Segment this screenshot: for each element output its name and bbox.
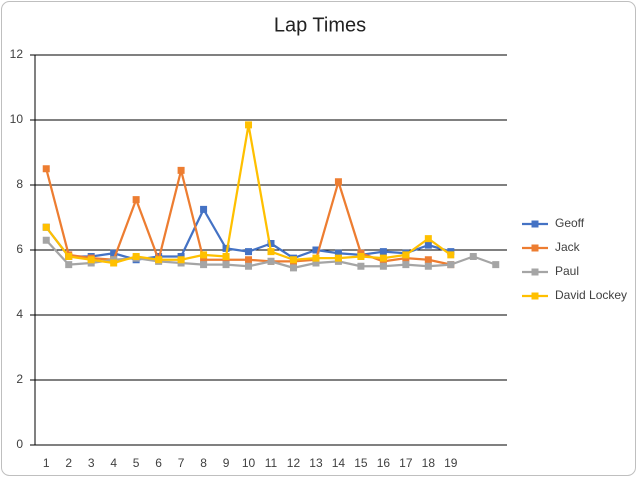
x-tick-label: 18 xyxy=(422,456,436,470)
data-point xyxy=(65,261,73,269)
data-point xyxy=(200,251,208,259)
x-tick-label: 8 xyxy=(200,456,207,470)
data-point xyxy=(379,248,387,256)
x-tick-label: 3 xyxy=(88,456,95,470)
x-tick-label: 11 xyxy=(265,456,278,470)
data-point xyxy=(357,262,365,270)
x-tick-label: 14 xyxy=(332,456,346,470)
data-point xyxy=(177,256,185,264)
data-point xyxy=(447,251,455,259)
y-tick-label: 6 xyxy=(16,242,23,256)
data-point xyxy=(132,196,140,204)
y-tick-label: 12 xyxy=(10,47,24,61)
data-point xyxy=(312,246,320,254)
data-point xyxy=(267,240,275,247)
chart-title: Lap Times xyxy=(274,14,366,36)
data-point xyxy=(200,261,208,269)
data-point xyxy=(469,253,477,260)
legend-marker xyxy=(531,292,539,300)
x-tick-label: 15 xyxy=(354,456,368,470)
data-point xyxy=(357,253,365,260)
data-point xyxy=(177,166,185,174)
data-point xyxy=(245,248,253,256)
data-point xyxy=(424,256,432,264)
x-tick-label: 5 xyxy=(133,456,140,470)
data-point xyxy=(245,262,253,270)
y-tick-label: 4 xyxy=(16,307,23,321)
x-tick-label: 2 xyxy=(65,456,72,470)
legend-label: Paul xyxy=(555,264,579,278)
data-point xyxy=(402,251,410,259)
data-point xyxy=(267,248,275,256)
data-point xyxy=(492,261,500,269)
data-point xyxy=(110,259,118,267)
y-tick-label: 0 xyxy=(16,437,23,451)
x-tick-label: 7 xyxy=(178,456,185,470)
data-point xyxy=(42,223,50,231)
data-point xyxy=(222,244,230,252)
data-point xyxy=(424,262,432,270)
data-point xyxy=(245,256,253,264)
x-tick-label: 10 xyxy=(242,456,256,470)
data-point xyxy=(222,261,230,269)
x-tick-label: 17 xyxy=(399,456,413,470)
data-point xyxy=(312,254,320,262)
data-point xyxy=(132,253,140,260)
legend-label: Geoff xyxy=(555,216,585,230)
x-tick-label: 13 xyxy=(309,456,323,470)
legend-marker xyxy=(531,268,539,276)
y-tick-label: 8 xyxy=(16,177,23,191)
data-point xyxy=(334,249,342,257)
x-tick-label: 1 xyxy=(43,456,50,470)
data-point xyxy=(65,253,73,260)
legend-label: Jack xyxy=(555,240,581,254)
data-point xyxy=(42,236,50,244)
data-point xyxy=(42,165,50,173)
data-point xyxy=(289,256,297,264)
y-tick-label: 2 xyxy=(16,372,23,386)
x-tick-label: 16 xyxy=(377,456,391,470)
legend-marker xyxy=(531,244,539,252)
data-point xyxy=(379,262,387,270)
data-point xyxy=(200,205,208,213)
data-point xyxy=(110,249,118,257)
x-tick-label: 9 xyxy=(223,456,230,470)
data-point xyxy=(87,256,95,264)
legend-marker xyxy=(531,220,539,228)
data-point xyxy=(379,254,387,262)
data-point xyxy=(289,264,297,272)
data-point xyxy=(245,121,253,129)
data-point xyxy=(222,253,230,260)
legend-label: David Lockey xyxy=(555,288,627,302)
data-point xyxy=(334,254,342,262)
data-point xyxy=(312,259,320,267)
data-point xyxy=(267,257,275,265)
data-point xyxy=(200,256,208,264)
data-point xyxy=(447,261,455,269)
x-tick-label: 6 xyxy=(155,456,162,470)
x-tick-label: 4 xyxy=(110,456,117,470)
data-point xyxy=(424,241,432,249)
data-point xyxy=(155,256,163,264)
y-tick-label: 10 xyxy=(10,112,24,126)
x-tick-label: 19 xyxy=(444,456,458,470)
data-point xyxy=(424,235,432,243)
data-point xyxy=(334,178,342,186)
data-point xyxy=(402,261,410,269)
x-tick-label: 12 xyxy=(287,456,301,470)
